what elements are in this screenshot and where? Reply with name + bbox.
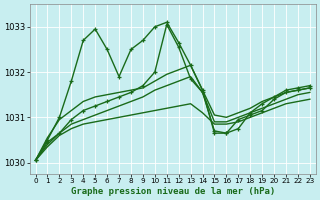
X-axis label: Graphe pression niveau de la mer (hPa): Graphe pression niveau de la mer (hPa): [71, 187, 275, 196]
